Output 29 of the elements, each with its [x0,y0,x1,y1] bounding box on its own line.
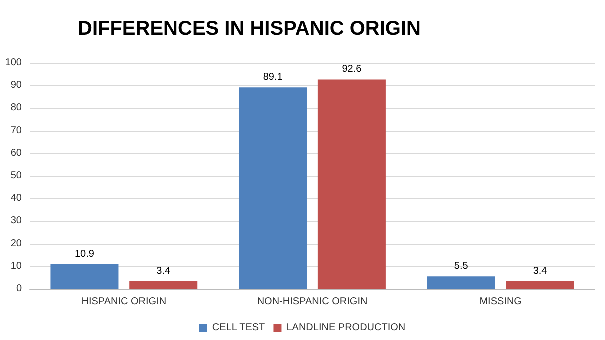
y-tick-label: 0 [16,284,22,294]
chart-title: DIFFERENCES IN HISPANIC ORIGIN [78,18,421,40]
data-label: 3.4 [533,266,548,277]
y-tick-label: 80 [10,102,22,114]
y-tick-label: 90 [10,80,22,92]
y-tick-label: 60 [10,148,22,159]
data-label: 10.9 [74,248,95,260]
x-tick-label: NON-HISPANIC ORIGIN [257,296,368,308]
y-tick-label: 30 [10,216,22,227]
bar [50,264,119,289]
bar [130,281,198,289]
y-tick-label: 100 [5,58,22,68]
y-tick-label: 10 [10,260,22,272]
data-label: 89.1 [263,72,284,84]
bar [427,276,496,289]
x-tick-label: MISSING [480,296,522,308]
data-label: 3.4 [156,266,171,277]
data-label: 92.6 [342,64,362,76]
x-tick-label: HISPANIC ORIGIN [82,296,167,308]
data-label: 5.5 [454,261,469,272]
y-tick-label: 70 [10,125,22,136]
legend-label: LANDLINE PRODUCTION [286,322,406,334]
y-tick-label: 50 [10,170,22,182]
y-tick-label: 20 [10,238,22,250]
bar [506,281,574,289]
legend-label: CELL TEST [212,322,266,334]
bar [239,88,308,289]
bar [318,80,386,289]
y-tick-label: 40 [10,193,22,204]
